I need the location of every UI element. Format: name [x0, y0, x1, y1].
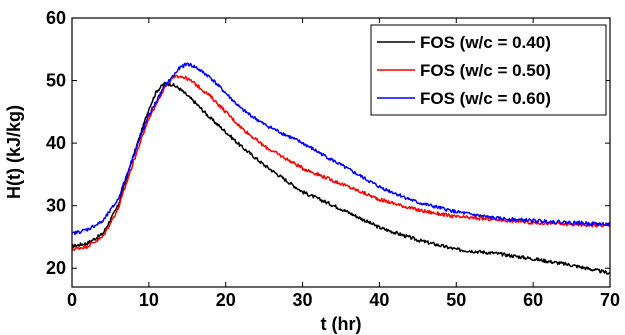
legend-label: FOS (w/c = 0.40) [420, 33, 551, 52]
series-layer [71, 62, 611, 275]
x-tick-label: 40 [369, 290, 389, 310]
x-tick-label: 50 [446, 290, 466, 310]
y-axis-label: H(t) (kJ/kg) [4, 105, 24, 199]
series-line-2 [71, 74, 611, 252]
x-tick-label: 10 [139, 290, 159, 310]
series-line-1 [71, 81, 611, 275]
legend: FOS (w/c = 0.40) FOS (w/c = 0.50) FOS (w/c… [370, 24, 607, 116]
x-axis-label: t (hr) [321, 314, 362, 334]
x-tick-label: 20 [216, 290, 236, 310]
x-tick-label: 30 [293, 290, 313, 310]
y-tick-label: 20 [46, 258, 66, 278]
legend-label: FOS (w/c = 0.60) [420, 89, 551, 108]
y-tick-label: 50 [46, 71, 66, 91]
x-tick-label: 0 [67, 290, 77, 310]
x-tick-label: 70 [600, 290, 620, 310]
plot-frame [71, 17, 611, 288]
x-tick-label: 60 [523, 290, 543, 310]
legend-label: FOS (w/c = 0.50) [420, 61, 551, 80]
tick-layer: 0 10 20 30 40 50 60 70 20 30 40 50 60 [46, 8, 620, 310]
series-line-3 [71, 62, 611, 236]
y-tick-label: 40 [46, 133, 66, 153]
y-tick-label: 30 [46, 196, 66, 216]
y-tick-label: 60 [46, 8, 66, 28]
